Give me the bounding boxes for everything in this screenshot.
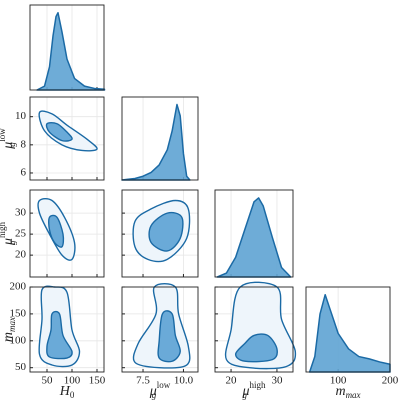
contour [48, 214, 65, 248]
label-base: μ [1, 142, 16, 150]
panel-frame [214, 189, 294, 278]
y-tick-label: 30 [15, 207, 27, 219]
x-tick-label: 7.5 [136, 375, 150, 387]
panel-frame [29, 286, 105, 373]
axis-label: mmax [335, 384, 360, 400]
panel-frame [121, 286, 199, 373]
panel-frame [29, 96, 105, 181]
y-tick-label: 20 [15, 249, 27, 261]
y-tick-label: 25 [15, 228, 27, 240]
axis-label: μhighg [0, 221, 17, 246]
y-tick-label: 150 [10, 307, 27, 319]
y-tick-label: 200 [10, 281, 27, 293]
y-tick-label: 6 [21, 166, 27, 178]
label-sub: g [152, 390, 157, 400]
label-base: H [59, 384, 71, 399]
contour [38, 110, 98, 152]
x-tick-label: 50 [42, 375, 54, 387]
label-sub: g [243, 390, 248, 400]
label-sup: high [0, 221, 7, 238]
label-base: m [1, 332, 16, 342]
x-tick-label: 100 [330, 375, 347, 387]
panel-frame [214, 286, 294, 373]
contour [46, 310, 73, 360]
label-sub: g [7, 142, 17, 147]
panel-frame [305, 286, 391, 373]
y-tick-label: 50 [15, 361, 27, 373]
x-tick-label: 150 [89, 375, 106, 387]
y-tick-label: 100 [10, 334, 27, 346]
contour [45, 121, 73, 142]
axis-label: mmax [1, 317, 17, 342]
y-tick-label: 10 [15, 110, 27, 122]
label-sup: high [250, 380, 267, 390]
label-base: μ [1, 238, 16, 246]
label-base: μ [241, 384, 249, 399]
label-sup: low [0, 128, 7, 142]
label-sub: max [7, 317, 17, 332]
density-area [216, 197, 292, 278]
x-tick-label: 200 [382, 375, 399, 387]
y-tick-label: 8 [21, 138, 27, 150]
label-sup: low [157, 380, 171, 390]
x-tick-label: 10.0 [174, 375, 194, 387]
density-area [121, 103, 191, 181]
label-sub: g [7, 240, 17, 245]
label-base: μ [149, 384, 157, 399]
density-area [36, 11, 106, 91]
label-sub: 0 [70, 390, 75, 400]
label-sub: max [346, 390, 361, 400]
panel-frame [121, 189, 199, 278]
contour [234, 333, 278, 363]
axis-label: μlowg [0, 128, 17, 150]
x-tick-label: 30 [271, 375, 283, 387]
contour [148, 211, 184, 252]
panel-frame [121, 96, 199, 181]
contour [157, 310, 181, 363]
panel-frame [29, 189, 105, 278]
x-tick-label: 100 [64, 375, 81, 387]
density-area [308, 293, 391, 373]
panel-frame [29, 4, 105, 91]
label-base: m [335, 384, 345, 399]
axis-label: H0 [59, 384, 75, 400]
x-tick-label: 20 [226, 375, 238, 387]
